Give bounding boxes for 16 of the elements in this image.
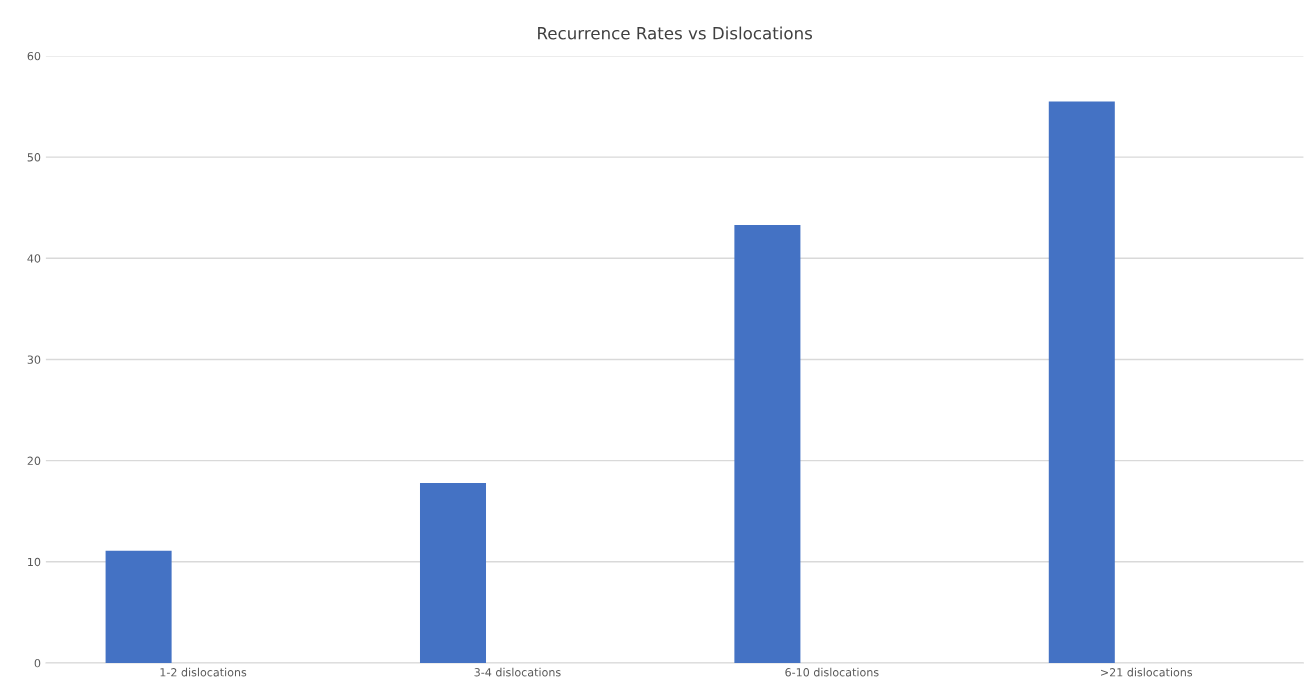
x-tick-label: >21 dislocations xyxy=(1101,667,1193,677)
y-tick-label: 0 xyxy=(34,658,41,668)
x-tick-label: 3-4 dislocations xyxy=(474,667,561,677)
y-tick-label: 50 xyxy=(27,153,41,162)
y-tick-label: 40 xyxy=(27,254,41,263)
y-tick-label: 20 xyxy=(27,456,41,466)
bar xyxy=(105,550,172,663)
bar xyxy=(419,482,487,663)
chart-title: Recurrence Rates vs Dislocations xyxy=(538,26,813,40)
x-tick-label: 1-2 dislocations xyxy=(160,667,247,677)
bar xyxy=(1048,101,1115,663)
y-tick-label: 30 xyxy=(27,355,41,364)
y-tick-label: 10 xyxy=(28,557,41,567)
bar xyxy=(734,224,801,663)
x-tick-label: 6-10 dislocations xyxy=(785,667,879,677)
y-tick-label: 60 xyxy=(27,51,41,61)
